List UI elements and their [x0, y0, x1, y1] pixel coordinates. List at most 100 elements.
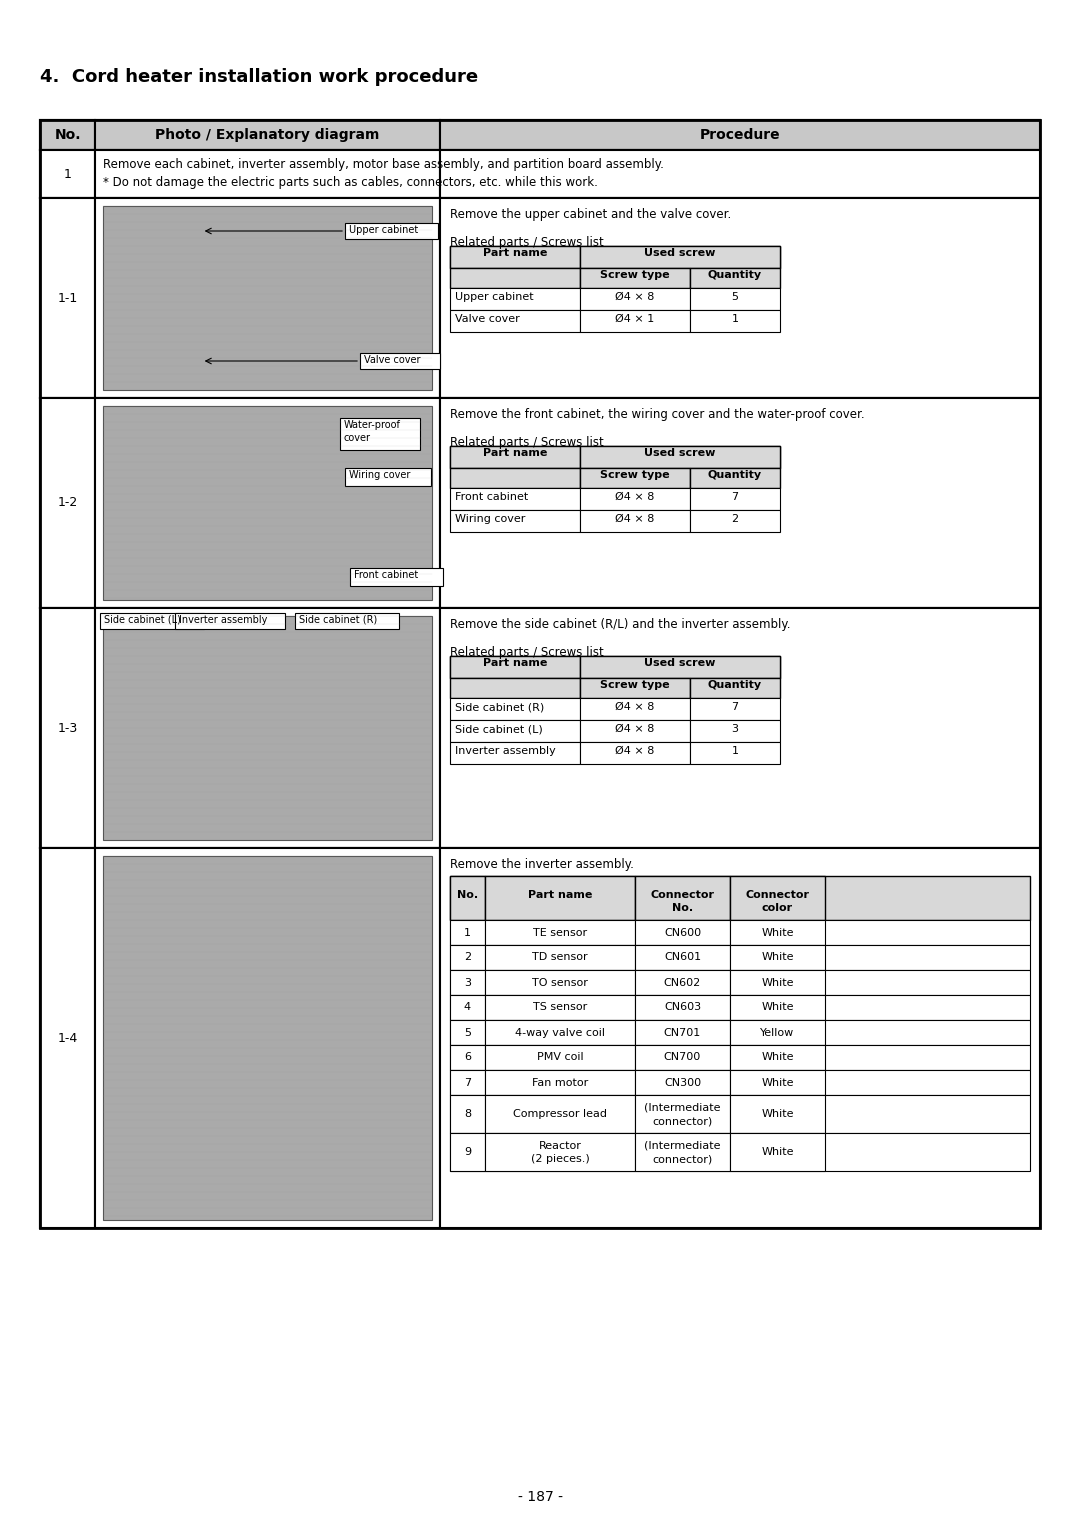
Text: TS sensor: TS sensor	[532, 1002, 588, 1013]
Text: 9: 9	[464, 1147, 471, 1157]
Text: Upper cabinet: Upper cabinet	[349, 226, 418, 235]
Bar	[450, 920, 485, 946]
Bar	[635, 1133, 730, 1171]
Bar	[635, 1095, 730, 1133]
Text: Side cabinet (L): Side cabinet (L)	[455, 724, 543, 734]
Bar	[580, 656, 780, 679]
Bar	[40, 149, 95, 198]
Bar	[440, 120, 1040, 149]
Bar	[580, 268, 690, 288]
Bar	[450, 1133, 485, 1171]
Bar	[450, 720, 580, 743]
Text: No.: No.	[457, 891, 478, 900]
Bar	[635, 1045, 730, 1071]
Text: 1: 1	[464, 927, 471, 938]
Bar	[440, 608, 1040, 848]
Text: Part name: Part name	[483, 249, 548, 258]
Bar	[175, 613, 285, 628]
Bar	[95, 149, 440, 198]
Bar	[103, 856, 432, 1220]
Bar	[40, 198, 1040, 398]
Text: 3: 3	[731, 724, 739, 734]
Bar	[450, 1133, 1030, 1171]
Text: color: color	[761, 903, 793, 913]
Text: 1: 1	[64, 168, 71, 180]
Text: Screw type: Screw type	[600, 270, 670, 281]
Text: Valve cover: Valve cover	[455, 314, 519, 323]
Text: 4.  Cord heater installation work procedure: 4. Cord heater installation work procedu…	[40, 69, 478, 85]
Text: connector): connector)	[652, 1116, 713, 1125]
Text: 1-2: 1-2	[57, 497, 78, 509]
Bar	[580, 720, 690, 743]
Bar	[440, 848, 1040, 1228]
Text: Fan motor: Fan motor	[531, 1078, 589, 1087]
Text: Reactor: Reactor	[539, 1141, 581, 1151]
Bar	[690, 679, 780, 698]
Text: Side cabinet (R): Side cabinet (R)	[455, 702, 544, 712]
Bar	[485, 946, 635, 970]
Text: Part name: Part name	[483, 448, 548, 458]
Text: 4-way valve coil: 4-way valve coil	[515, 1028, 605, 1037]
Bar	[730, 1020, 825, 1045]
Bar	[690, 488, 780, 509]
Text: White: White	[761, 1109, 794, 1119]
Text: Wiring cover: Wiring cover	[455, 514, 525, 525]
Text: White: White	[761, 927, 794, 938]
Text: Quantity: Quantity	[707, 270, 762, 281]
Text: Ø4 × 8: Ø4 × 8	[616, 493, 654, 502]
Text: TD sensor: TD sensor	[532, 953, 588, 962]
Bar	[450, 1045, 1030, 1071]
Text: Related parts / Screws list: Related parts / Screws list	[450, 647, 604, 659]
Bar	[450, 445, 580, 468]
Bar	[730, 946, 825, 970]
Text: Front cabinet: Front cabinet	[455, 493, 528, 502]
Text: Ø4 × 8: Ø4 × 8	[616, 746, 654, 756]
Bar	[440, 198, 1040, 398]
Bar	[40, 848, 1040, 1228]
Text: Remove the front cabinet, the wiring cover and the water-proof cover.: Remove the front cabinet, the wiring cov…	[450, 409, 865, 421]
Text: Ø4 × 8: Ø4 × 8	[616, 724, 654, 734]
Text: 4: 4	[464, 1002, 471, 1013]
Bar	[450, 946, 485, 970]
Bar	[580, 445, 780, 468]
Text: Wiring cover: Wiring cover	[349, 470, 410, 480]
Bar	[40, 120, 95, 149]
Bar	[690, 698, 780, 720]
Bar	[635, 994, 730, 1020]
Bar	[635, 1020, 730, 1045]
Bar	[485, 994, 635, 1020]
Bar	[485, 1020, 635, 1045]
Bar	[580, 246, 780, 268]
Bar	[690, 468, 780, 488]
Text: Ø4 × 1: Ø4 × 1	[616, 314, 654, 323]
Bar	[450, 743, 580, 764]
Text: CN601: CN601	[664, 953, 701, 962]
Text: Front cabinet: Front cabinet	[354, 570, 418, 580]
Bar	[450, 679, 580, 698]
Text: Ø4 × 8: Ø4 × 8	[616, 514, 654, 525]
Text: Upper cabinet: Upper cabinet	[455, 291, 534, 302]
Text: Inverter assembly: Inverter assembly	[179, 615, 268, 625]
Text: Used screw: Used screw	[645, 448, 716, 458]
Bar	[690, 288, 780, 310]
Text: cover: cover	[345, 433, 372, 442]
Bar	[450, 288, 580, 310]
Text: 1-4: 1-4	[57, 1031, 78, 1045]
Text: connector): connector)	[652, 1154, 713, 1164]
Text: TO sensor: TO sensor	[532, 978, 588, 988]
Bar	[450, 875, 485, 920]
Bar	[450, 970, 1030, 994]
Bar	[450, 1071, 485, 1095]
Bar	[40, 120, 1040, 1228]
Bar	[485, 1045, 635, 1071]
Bar	[450, 656, 580, 679]
Bar	[450, 920, 1030, 946]
Text: Water-proof: Water-proof	[345, 419, 401, 430]
Bar	[440, 149, 1040, 198]
Bar	[635, 920, 730, 946]
Text: (2 pieces.): (2 pieces.)	[530, 1154, 590, 1164]
Text: White: White	[761, 1052, 794, 1063]
Bar	[580, 488, 690, 509]
Bar	[345, 468, 431, 486]
Bar	[350, 567, 443, 586]
